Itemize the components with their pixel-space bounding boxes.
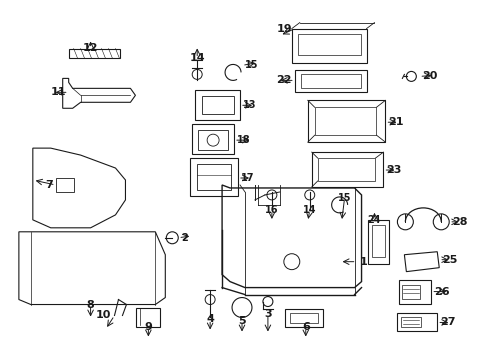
Text: 14: 14 [303,205,316,215]
Bar [311,152,383,187]
Bar [190,158,238,196]
Text: 14: 14 [189,53,204,63]
Text: 21: 21 [387,117,403,127]
Text: 26: 26 [433,287,449,297]
Bar [294,71,366,92]
Text: 15: 15 [244,60,258,71]
Bar [136,307,160,328]
Text: 19: 19 [276,24,291,33]
Bar [56,178,74,192]
Text: 28: 28 [451,217,467,227]
Bar [401,318,421,328]
Bar [192,124,234,154]
Text: 7: 7 [45,180,53,190]
Bar [399,280,430,303]
Bar [68,49,120,58]
Text: 25: 25 [441,255,457,265]
Text: 3: 3 [264,310,271,319]
Bar [289,314,317,323]
Text: 18: 18 [237,135,250,145]
Text: 9: 9 [144,323,152,332]
Text: 27: 27 [439,318,455,328]
Text: 10: 10 [96,310,111,320]
Text: 24: 24 [367,215,381,225]
Text: 15: 15 [337,193,351,203]
Text: 12: 12 [82,44,98,54]
Bar [195,90,240,120]
Text: 1: 1 [359,257,366,267]
Bar [317,158,375,181]
Text: 13: 13 [243,100,256,110]
Text: 23: 23 [386,165,401,175]
Text: 8: 8 [86,300,94,310]
Text: 5: 5 [238,316,245,327]
Bar [397,314,436,332]
Bar [198,130,227,150]
Text: 16: 16 [264,205,278,215]
Text: 11: 11 [50,87,65,97]
Bar [291,28,366,63]
Bar [402,285,420,298]
Bar [371,225,385,257]
Bar [307,100,385,142]
Text: 20: 20 [422,71,437,81]
Text: 2: 2 [181,233,187,243]
Text: 22: 22 [276,75,291,85]
Bar [285,310,322,328]
Bar [202,96,234,114]
Bar [300,75,360,88]
Text: 4: 4 [206,315,214,324]
Text: 17: 17 [241,173,254,183]
Bar [197,164,230,190]
Bar [297,33,360,55]
Text: 6: 6 [301,323,309,332]
Bar [367,220,388,264]
Bar [314,107,376,135]
